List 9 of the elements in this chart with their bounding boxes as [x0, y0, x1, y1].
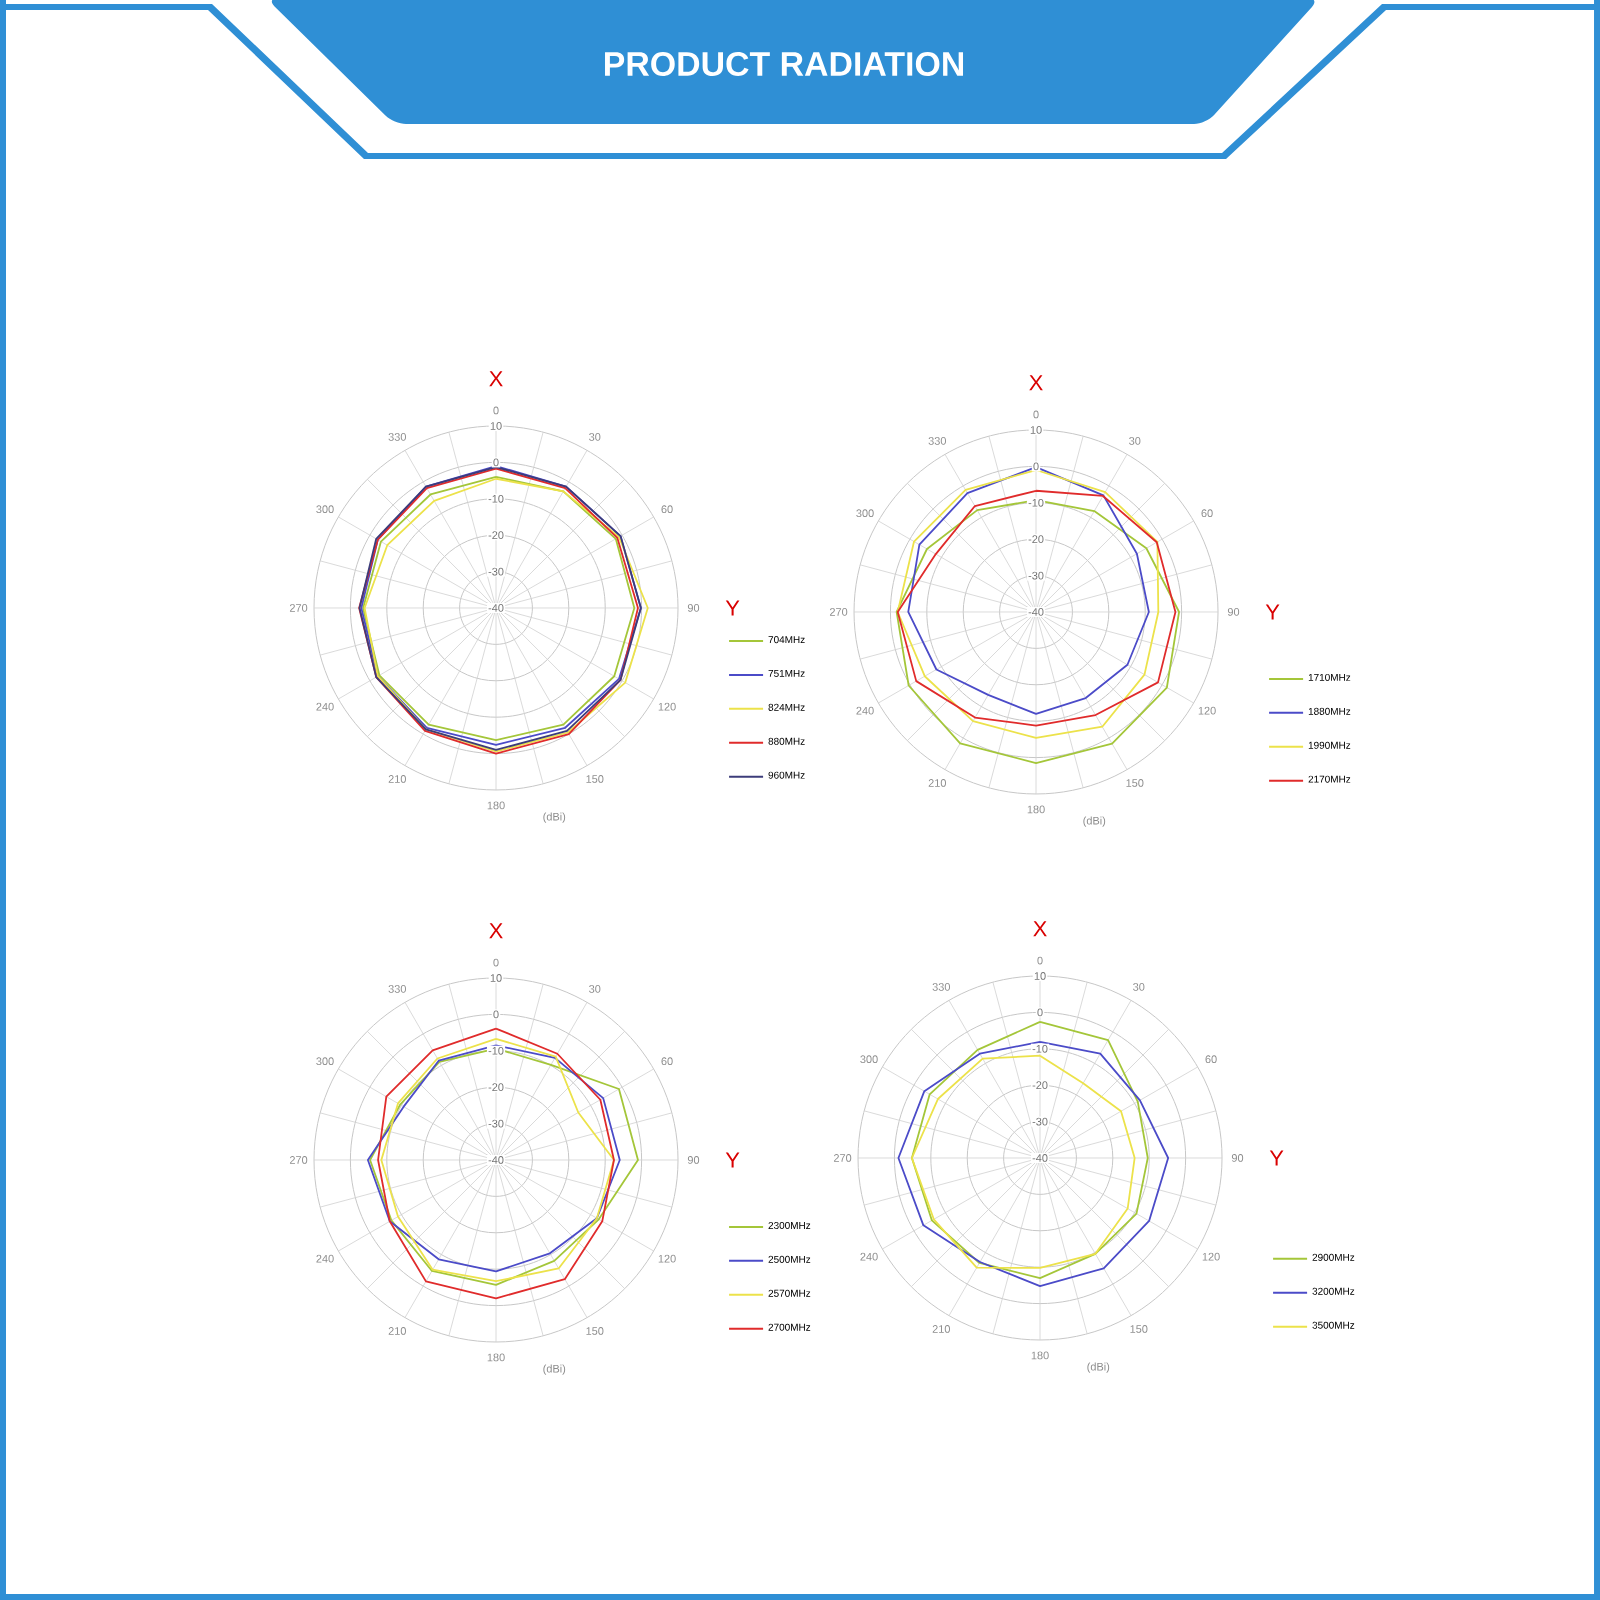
- text: Y: [725, 600, 740, 616]
- text: X: [489, 371, 503, 387]
- chart-title: PRODUCT RADIATION: [605, 51, 964, 76]
- text: X: [1033, 921, 1047, 937]
- text: X: [1029, 375, 1043, 391]
- text: X: [489, 923, 503, 939]
- text: Y: [1269, 1150, 1284, 1166]
- text: Y: [725, 1152, 740, 1168]
- text: Y: [1265, 604, 1280, 620]
